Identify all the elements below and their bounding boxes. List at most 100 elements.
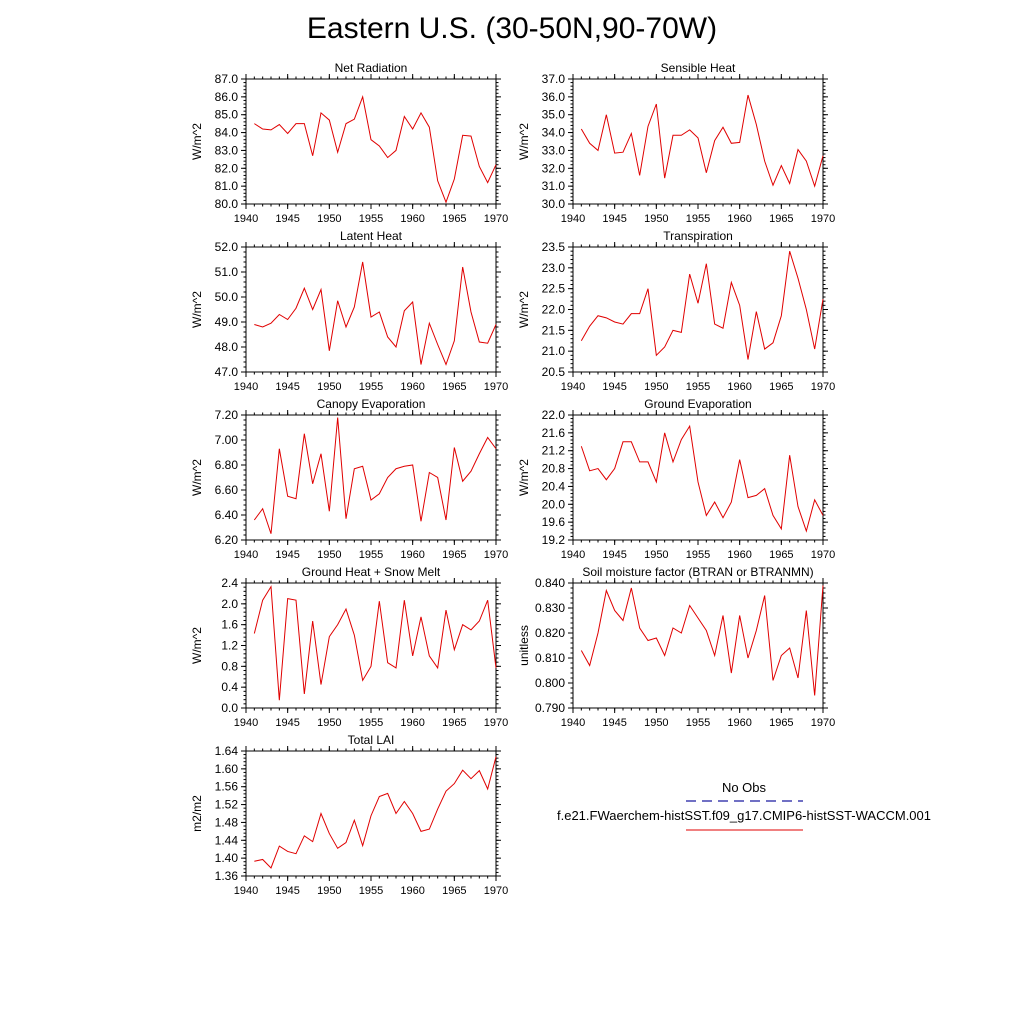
y-tick-label: 0.4: [221, 680, 238, 694]
y-tick-label: 1.64: [215, 744, 239, 758]
x-tick-label: 1945: [602, 381, 626, 393]
y-tick-label: 85.0: [215, 108, 239, 122]
y-tick-label: 49.0: [215, 315, 239, 329]
y-tick-label: 22.0: [542, 303, 566, 317]
x-tick-label: 1950: [644, 717, 668, 729]
plot-frame: [572, 414, 824, 541]
x-tick-label: 1965: [769, 213, 793, 225]
y-tick-label: 81.0: [215, 179, 239, 193]
x-tick-label: 1940: [561, 549, 585, 561]
x-tick-label: 1960: [727, 381, 751, 393]
y-axis-label: W/m^2: [190, 123, 204, 160]
plot-frame: [245, 414, 497, 541]
y-tick-label: 52.0: [215, 240, 239, 254]
y-tick-label: 0.840: [535, 576, 565, 590]
x-tick-label: 1950: [317, 549, 341, 561]
x-tick-label: 1945: [275, 717, 299, 729]
x-tick-label: 1970: [811, 213, 835, 225]
y-tick-label: 0.8: [221, 659, 238, 673]
y-tick-label: 7.20: [215, 408, 239, 422]
x-tick-label: 1970: [811, 549, 835, 561]
chart-panel: Sensible Heat W/m^2 30.0 31.0 32.0 33.0 34.0 35…: [517, 61, 835, 225]
legend-model-label: f.e21.FWaerchem-histSST.f09_g17.CMIP6-hi…: [557, 808, 931, 823]
x-tick-label: 1950: [317, 213, 341, 225]
series-line: [580, 585, 824, 696]
y-tick-label: 21.2: [542, 444, 566, 458]
x-tick-label: 1965: [442, 549, 466, 561]
x-tick-label: 1940: [234, 885, 258, 897]
y-tick-label: 22.5: [542, 282, 566, 296]
series-line: [254, 95, 497, 204]
x-tick-label: 1970: [484, 549, 508, 561]
y-tick-label: 30.0: [542, 197, 566, 211]
y-tick-label: 6.60: [215, 483, 239, 497]
y-tick-label: 20.5: [542, 365, 566, 379]
y-tick-label: 6.80: [215, 458, 239, 472]
x-tick-label: 1965: [442, 717, 466, 729]
x-tick-label: 1940: [561, 717, 585, 729]
y-tick-label: 23.0: [542, 261, 566, 275]
y-tick-label: 33.0: [542, 143, 566, 157]
panel-title: Total LAI: [348, 733, 395, 747]
y-tick-label: 1.40: [215, 851, 239, 865]
y-tick-label: 1.52: [215, 798, 239, 812]
panel-title: Sensible Heat: [661, 61, 736, 75]
series-line: [580, 94, 824, 188]
y-tick-label: 0.0: [221, 701, 238, 715]
y-tick-label: 51.0: [215, 265, 239, 279]
x-tick-label: 1955: [359, 381, 383, 393]
plot-frame: [245, 246, 497, 373]
series-line: [254, 261, 497, 366]
panel-title: Canopy Evaporation: [317, 397, 426, 411]
x-tick-label: 1960: [400, 381, 424, 393]
y-tick-label: 1.6: [221, 618, 238, 632]
x-tick-label: 1945: [602, 717, 626, 729]
x-tick-label: 1955: [686, 381, 710, 393]
y-tick-label: 84.0: [215, 126, 239, 140]
y-tick-label: 22.0: [542, 408, 566, 422]
y-tick-label: 1.56: [215, 780, 239, 794]
legend-obs-label: No Obs: [722, 780, 767, 795]
y-axis-label: W/m^2: [517, 459, 531, 496]
x-tick-label: 1955: [359, 885, 383, 897]
y-axis-label: W/m^2: [517, 123, 531, 160]
series-line: [253, 417, 497, 534]
chart-panel: Soil moisture factor (BTRAN or BTRANMN) u…: [517, 565, 835, 729]
y-tick-label: 0.820: [535, 626, 565, 640]
x-tick-label: 1970: [811, 381, 835, 393]
x-tick-label: 1970: [484, 717, 508, 729]
x-tick-label: 1945: [275, 885, 299, 897]
x-tick-label: 1950: [644, 549, 668, 561]
y-tick-label: 1.48: [215, 815, 239, 829]
panel-title: Soil moisture factor (BTRAN or BTRANMN): [582, 565, 813, 579]
y-tick-label: 1.60: [215, 762, 239, 776]
y-tick-label: 21.5: [542, 323, 566, 337]
y-axis-label: W/m^2: [517, 291, 531, 328]
y-axis-label: unitless: [517, 625, 531, 666]
y-axis-label: W/m^2: [190, 459, 204, 496]
y-tick-label: 83.0: [215, 143, 239, 157]
x-tick-label: 1970: [484, 213, 508, 225]
y-tick-label: 23.5: [542, 240, 566, 254]
y-tick-label: 1.36: [215, 869, 239, 883]
x-tick-label: 1960: [727, 213, 751, 225]
panel-title: Latent Heat: [340, 229, 403, 243]
panel-title: Net Radiation: [335, 61, 408, 75]
x-tick-label: 1955: [686, 549, 710, 561]
x-tick-label: 1940: [234, 213, 258, 225]
panels: Net Radiation W/m^2 80.0 81.0 82.0 83.0 84.0 85…: [190, 61, 835, 897]
x-tick-label: 1970: [484, 381, 508, 393]
series-line: [580, 424, 824, 533]
chart-panel: Ground Evaporation W/m^2 19.2 19.6 20.0 20.4 2…: [517, 397, 835, 561]
x-tick-label: 1950: [317, 717, 341, 729]
y-tick-label: 0.810: [535, 651, 565, 665]
chart-panel: Transpiration W/m^2 20.5 21.0 21.5 22.0 22.5 23…: [517, 229, 835, 393]
plot-frame: [572, 78, 824, 205]
x-tick-label: 1960: [727, 717, 751, 729]
y-tick-label: 2.4: [221, 576, 238, 590]
y-tick-label: 87.0: [215, 72, 239, 86]
x-tick-label: 1960: [400, 549, 424, 561]
x-tick-label: 1965: [769, 549, 793, 561]
y-tick-label: 20.0: [542, 497, 566, 511]
x-tick-label: 1970: [484, 885, 508, 897]
